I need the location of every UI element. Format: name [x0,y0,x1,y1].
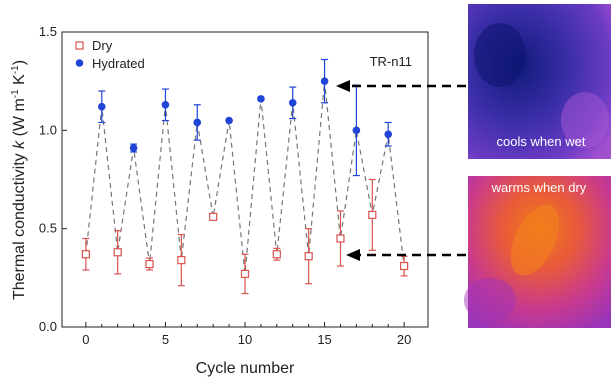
legend-label-dry: Dry [92,38,113,53]
x-tick-label: 10 [238,332,252,347]
x-tick-label: 5 [162,332,169,347]
legend-marker-dry [75,41,84,50]
y-tick-label: 1.0 [39,122,57,137]
data-point-dry [240,269,250,278]
arrow-to-dry [346,249,466,261]
data-point-dry [177,256,186,265]
x-tick-label: 20 [397,332,411,347]
data-point-dry [336,234,345,243]
sample-annotation: TR-n11 [370,54,412,69]
data-point-hydrated [384,130,393,139]
y-tick-label: 0.5 [39,221,57,236]
legend-label-hydrated: Hydrated [92,56,145,71]
y-tick-label: 0.0 [39,319,57,334]
legend-marker-hydrated [75,59,84,67]
data-point-dry [368,210,377,219]
image-caption-dry: warms when dry [491,180,587,195]
image-caption-wet: cools when wet [497,134,586,149]
data-point-hydrated [129,144,138,152]
axis-ticks: 0 5 10 15 20 0.0 0.5 1.0 1.5 [39,24,411,347]
data-point-hydrated [193,118,202,127]
data-point-hydrated [257,95,265,103]
x-tick-label: 15 [317,332,331,347]
x-axis-title: Cycle number [196,360,295,377]
data-point-hydrated [97,102,106,111]
data-point-dry [209,212,218,221]
data-point-dry [272,250,281,259]
thermal-image-dry: warms when dry [464,176,611,328]
data-point-hydrated [288,99,297,107]
y-axis-title: Thermal conductivity k (W m-1 K-1) [10,60,28,300]
data-point-dry [304,252,313,261]
data-point-dry [81,250,90,259]
y-tick-label: 1.5 [39,24,57,39]
data-markers [81,77,409,278]
data-point-dry [145,259,154,269]
data-point-hydrated [161,100,170,109]
data-point-hydrated [320,77,329,85]
arrow-to-wet [336,80,466,92]
data-point-dry [400,261,409,271]
data-point-dry [113,248,122,257]
thermal-image-wet: cools when wet [468,4,611,159]
data-point-hydrated [352,126,361,135]
x-tick-label: 0 [82,332,89,347]
legend: Dry Hydrated [75,38,145,71]
data-point-hydrated [225,116,233,125]
